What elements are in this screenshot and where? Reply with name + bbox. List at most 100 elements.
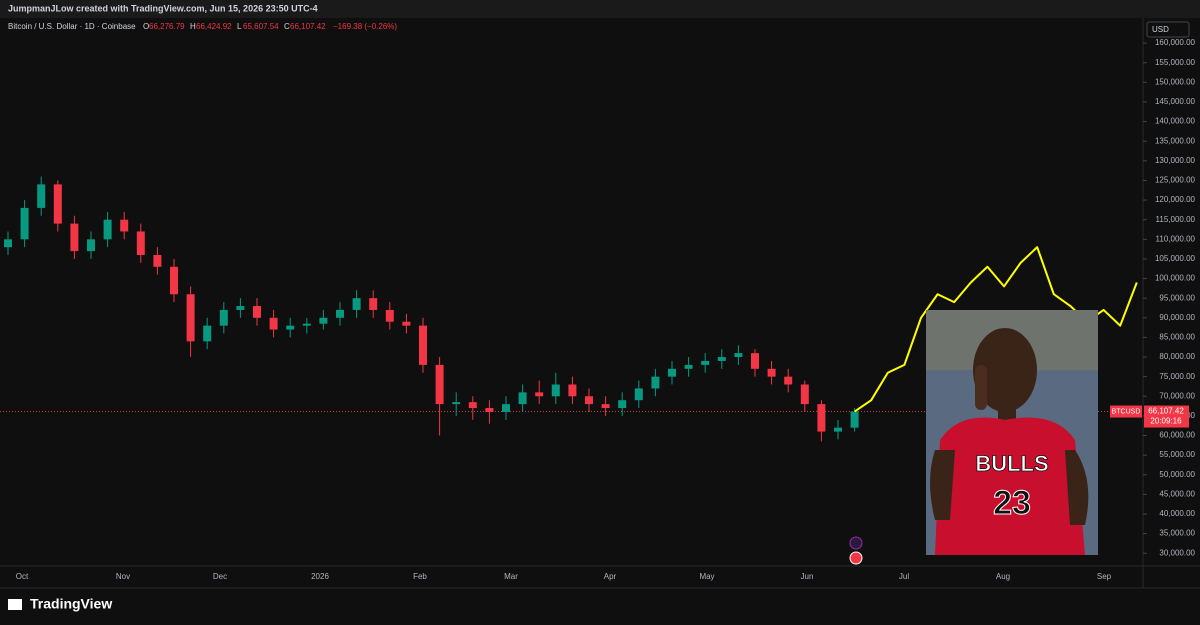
y-tick-label: 100,000.00 <box>1155 274 1196 283</box>
ohlc-key: H <box>190 22 196 31</box>
y-tick-label: 140,000.00 <box>1155 117 1196 126</box>
symbol-label: BTCUSD <box>1112 408 1141 415</box>
candle-body <box>120 219 129 232</box>
candle-body <box>817 404 826 432</box>
candle-body <box>601 404 610 409</box>
candle-body <box>186 294 195 342</box>
y-tick-label: 85,000.00 <box>1159 333 1195 342</box>
candle-body <box>585 396 593 405</box>
candle-body <box>352 298 361 310</box>
x-tick-label: May <box>699 572 714 581</box>
candle-body <box>651 376 660 389</box>
y-tick-label: 135,000.00 <box>1155 136 1196 145</box>
candle-body <box>153 255 162 267</box>
ohlc-key: O <box>143 22 149 31</box>
candle-body <box>53 184 62 224</box>
candle-body <box>136 231 145 256</box>
y-tick-label: 55,000.00 <box>1159 450 1195 459</box>
price-box <box>1144 405 1189 428</box>
y-tick-label: 155,000.00 <box>1155 58 1196 67</box>
candle-body <box>717 357 726 361</box>
candle-body <box>236 306 245 310</box>
jersey-number: 23 <box>993 484 1031 522</box>
logo-mark <box>8 599 22 610</box>
y-tick-label: 145,000.00 <box>1155 97 1196 106</box>
photo-jersey <box>935 417 1085 555</box>
ohlc-value: 66,424.92 <box>196 22 232 31</box>
candle-body <box>518 392 527 405</box>
header-text: JumpmanJLow created with TradingView.com… <box>8 3 318 13</box>
x-tick-label: Jun <box>801 572 814 581</box>
y-tick-label: 50,000.00 <box>1159 470 1195 479</box>
candle-body <box>535 392 544 397</box>
candle-body <box>402 321 411 326</box>
event-icon[interactable] <box>849 536 863 550</box>
footer-brand: TradingView <box>30 596 112 612</box>
currency-box[interactable] <box>1146 21 1190 38</box>
candle-body <box>485 408 494 412</box>
candle-body <box>767 368 776 377</box>
candle-body <box>800 384 809 405</box>
candle-body <box>87 239 95 252</box>
candle-body <box>302 323 311 326</box>
y-tick-label: 35,000.00 <box>1159 529 1195 538</box>
candle-body <box>170 266 178 295</box>
ohlc-key: C <box>284 22 290 31</box>
candle-body <box>37 184 46 208</box>
candle-body <box>784 376 793 385</box>
y-tick-label: 40,000.00 <box>1159 509 1195 518</box>
event-icons <box>849 536 863 565</box>
chart-title: Bitcoin / U.S. Dollar · 1D · Coinbase <box>8 22 136 31</box>
photo-hand <box>975 365 987 410</box>
y-tick-label: 105,000.00 <box>1155 254 1196 263</box>
ohlc-value: 66,107.42 <box>290 22 326 31</box>
candle-body <box>452 402 461 405</box>
y-tick-label: 120,000.00 <box>1155 195 1196 204</box>
x-tick-label: Mar <box>504 572 518 581</box>
y-tick-label: 45,000.00 <box>1159 489 1195 498</box>
candle-body <box>103 219 112 240</box>
candle-body <box>634 388 643 401</box>
candle-body <box>751 353 759 369</box>
candle-body <box>4 239 12 248</box>
candle-body <box>70 223 79 252</box>
y-tick-label: 115,000.00 <box>1156 215 1196 224</box>
currency: USD <box>1152 25 1169 34</box>
x-tick-label: Sep <box>1097 572 1112 581</box>
candle-body <box>319 317 328 324</box>
countdown-label: 20:09:16 <box>1150 417 1182 426</box>
candle-body <box>286 325 295 330</box>
y-tick-label: 90,000.00 <box>1159 313 1195 322</box>
candle-body <box>253 306 261 318</box>
candle-body <box>269 317 278 330</box>
candle-body <box>568 384 577 397</box>
candle-body <box>502 404 510 412</box>
candle-body <box>435 364 444 405</box>
candle-body <box>468 402 477 409</box>
photo-head <box>973 328 1037 412</box>
x-tick-label: Jul <box>899 572 909 581</box>
candle-body <box>850 411 859 428</box>
symbol-box <box>1110 405 1142 418</box>
candle-body <box>336 309 344 318</box>
y-tick-label: 80,000.00 <box>1159 352 1195 361</box>
y-tick-label: 130,000.00 <box>1155 156 1196 165</box>
candle-body <box>369 298 378 310</box>
event-icon[interactable] <box>849 551 863 565</box>
y-tick-label: 60,000.00 <box>1159 431 1195 440</box>
candle-body <box>618 400 627 409</box>
candle-body <box>734 353 743 358</box>
x-tick-label: Oct <box>16 572 29 581</box>
ohlc-value: 66,276.79 <box>149 22 185 31</box>
y-tick-label: 70,000.00 <box>1159 391 1195 400</box>
y-tick-label: 95,000.00 <box>1159 293 1195 302</box>
candle-body <box>20 207 29 240</box>
jersey-text: BULLS <box>975 451 1048 476</box>
ohlc-key: L <box>237 22 242 31</box>
candle-body <box>684 364 693 369</box>
x-tick-label: Feb <box>413 572 427 581</box>
photo-arms <box>930 450 1089 525</box>
x-tick-label: Dec <box>213 572 227 581</box>
x-tick-label: Nov <box>116 572 130 581</box>
